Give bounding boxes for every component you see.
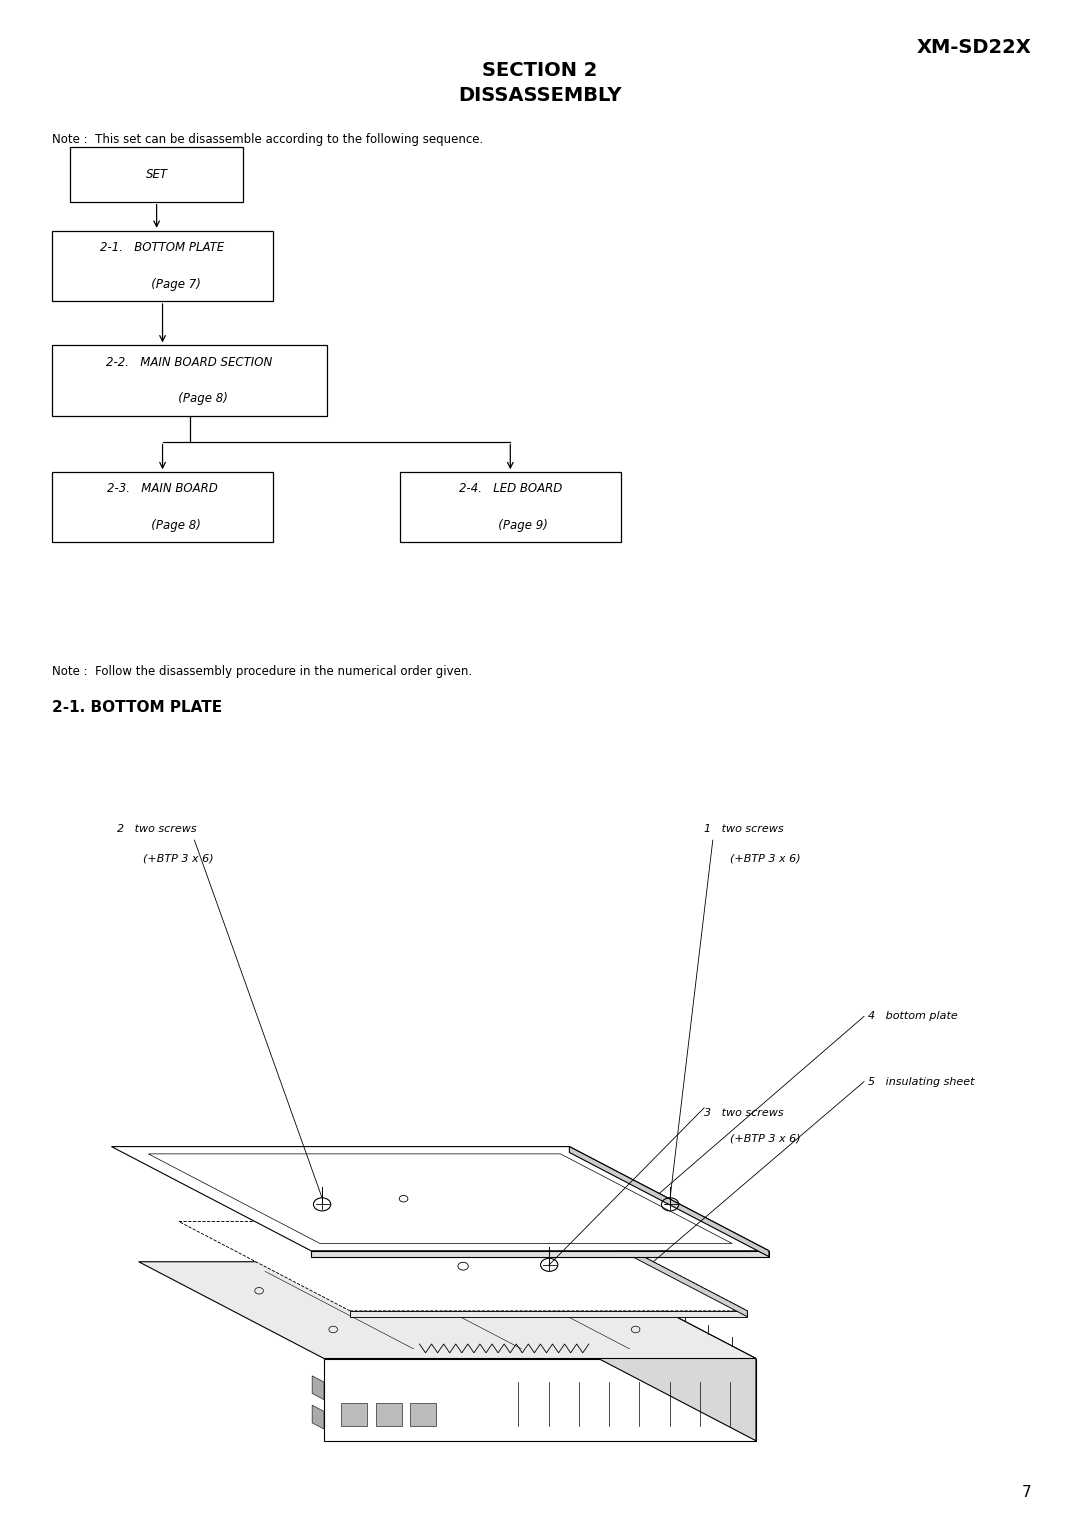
Polygon shape — [312, 1375, 324, 1400]
Text: (Page 8): (Page 8) — [151, 393, 228, 405]
Polygon shape — [569, 1146, 769, 1256]
Polygon shape — [570, 1262, 756, 1441]
Polygon shape — [111, 1146, 769, 1251]
Polygon shape — [179, 1221, 747, 1311]
Text: (+BTP 3 x 6): (+BTP 3 x 6) — [730, 1134, 800, 1144]
FancyBboxPatch shape — [52, 231, 273, 301]
Polygon shape — [341, 1403, 367, 1426]
Text: 2   two screws: 2 two screws — [117, 824, 197, 834]
Text: Note :  Follow the disassembly procedure in the numerical order given.: Note : Follow the disassembly procedure … — [52, 665, 472, 678]
Text: 4   bottom plate: 4 bottom plate — [868, 1012, 958, 1021]
Text: XM-SD22X: XM-SD22X — [917, 38, 1031, 57]
Polygon shape — [376, 1403, 402, 1426]
FancyBboxPatch shape — [52, 345, 327, 416]
Text: 2-4.   LED BOARD: 2-4. LED BOARD — [459, 483, 562, 495]
Text: Note :  This set can be disassemble according to the following sequence.: Note : This set can be disassemble accor… — [52, 133, 483, 147]
Polygon shape — [577, 1221, 747, 1317]
Polygon shape — [324, 1358, 756, 1441]
FancyBboxPatch shape — [400, 472, 621, 542]
Text: (Page 8): (Page 8) — [124, 520, 201, 532]
Text: (+BTP 3 x 6): (+BTP 3 x 6) — [143, 853, 213, 863]
Text: 7: 7 — [1022, 1485, 1031, 1500]
Polygon shape — [312, 1406, 324, 1429]
Text: (Page 7): (Page 7) — [124, 278, 201, 290]
Text: SET: SET — [146, 168, 167, 180]
Text: 2-1.   BOTTOM PLATE: 2-1. BOTTOM PLATE — [100, 241, 225, 254]
Polygon shape — [410, 1403, 436, 1426]
FancyBboxPatch shape — [52, 472, 273, 542]
Text: 3   two screws: 3 two screws — [704, 1108, 784, 1118]
Polygon shape — [311, 1251, 769, 1256]
Polygon shape — [138, 1262, 756, 1358]
Text: (+BTP 3 x 6): (+BTP 3 x 6) — [730, 853, 800, 863]
Text: 2-2.   MAIN BOARD SECTION: 2-2. MAIN BOARD SECTION — [107, 356, 272, 368]
Text: 2-3.   MAIN BOARD: 2-3. MAIN BOARD — [107, 483, 218, 495]
Text: SECTION 2
DISSASSEMBLY: SECTION 2 DISSASSEMBLY — [458, 61, 622, 105]
Text: 5   insulating sheet: 5 insulating sheet — [868, 1077, 975, 1086]
FancyBboxPatch shape — [70, 147, 243, 202]
Text: 2-1. BOTTOM PLATE: 2-1. BOTTOM PLATE — [52, 700, 222, 715]
Text: 1   two screws: 1 two screws — [704, 824, 784, 834]
Text: (Page 9): (Page 9) — [472, 520, 549, 532]
Polygon shape — [350, 1311, 747, 1317]
